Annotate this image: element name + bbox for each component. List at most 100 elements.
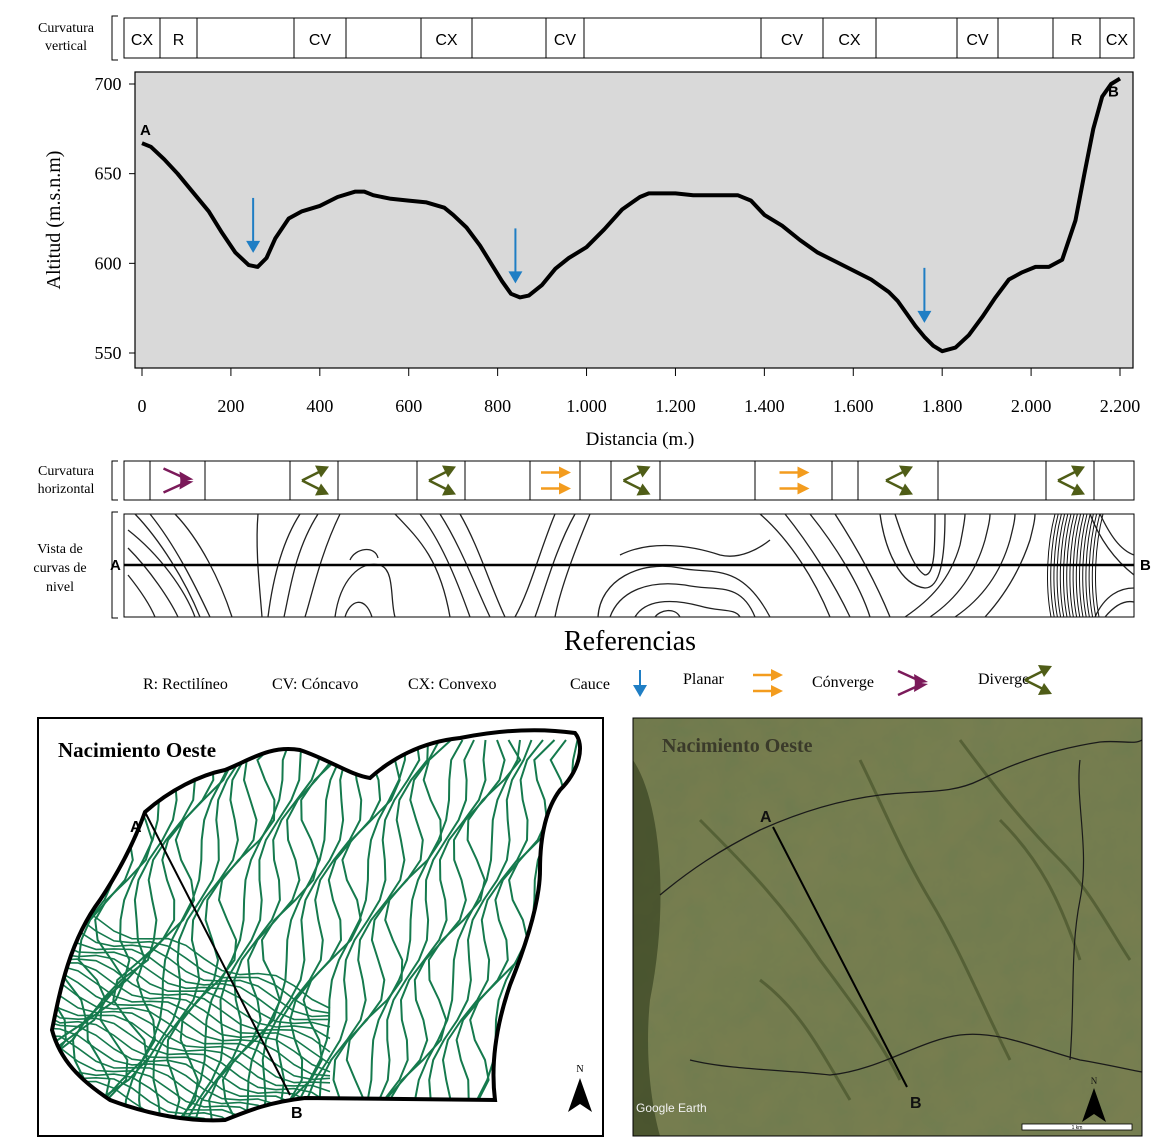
horizontal-curvature-cell: [204, 460, 291, 501]
diverge-arrows-icon: [1024, 665, 1052, 695]
planar-arrows-icon: [753, 669, 783, 697]
cauce-arrow-icon: [633, 670, 647, 697]
cauce-arrow-icon: [917, 267, 932, 323]
contour-strip: Vista de curvas de nivel: [33, 511, 1151, 619]
cauce-arrow-icon: [508, 228, 523, 284]
vertical-curvature-code: CV: [966, 32, 989, 49]
north-arrow-icon: [568, 1078, 592, 1112]
plot-area: [134, 71, 1134, 369]
horizontal-curvature-cell: [123, 460, 151, 501]
contour-strip-bracket: [111, 511, 118, 619]
horizontal-curvature-cell: [937, 460, 1047, 501]
horizontal-curvature-cell: [610, 460, 661, 501]
map-section-line: [144, 811, 291, 1096]
vertical-curvature-code: R: [1071, 32, 1083, 49]
contour-map: Nacimiento Oeste A B N: [37, 717, 604, 1137]
vertical-curvature-cell: [123, 17, 161, 59]
map-title: Nacimiento Oeste: [58, 738, 216, 762]
map-point-b: B: [291, 1105, 303, 1122]
vertical-curvature-code: CV: [781, 32, 804, 49]
planar-arrows-icon: [541, 466, 571, 495]
horizontal-curvature-cell: [337, 460, 418, 501]
legend-cauce: Cauce: [570, 676, 610, 693]
x-tick-label: 400: [306, 396, 333, 416]
contour-lines: [127, 513, 1135, 618]
planar-arrows-icon: [779, 466, 810, 495]
x-tick-label: 1.400: [744, 396, 785, 416]
references-legend: Referencias R: Rectilíneo CV: Cóncavo CX…: [143, 626, 1052, 697]
y-tick-label: 600: [95, 253, 122, 273]
x-tick-label: 1.800: [922, 396, 963, 416]
diverge-arrows-icon: [428, 465, 456, 496]
vertical-curvature-code: CX: [131, 32, 154, 49]
x-tick-label: 1.600: [833, 396, 874, 416]
vertical-curvature-strip: Curvatura vertical CX R CV CX CV CV CX CV R CX: [38, 15, 1135, 61]
vertical-curvature-cell: [956, 17, 999, 59]
y-tick-label: 700: [95, 74, 122, 94]
vertical-curvature-code: CV: [309, 32, 332, 49]
vertical-curvature-cell: [159, 17, 198, 59]
x-tick-label: 1.000: [566, 396, 607, 416]
x-axis-label: Distancia (m.): [586, 429, 695, 450]
satellite-point-a: A: [760, 809, 772, 826]
horizontal-strip-bracket: [111, 460, 118, 501]
y-axis-label: Altitud (m.s.n.m): [43, 151, 65, 290]
horizontal-curvature-strip: Curvatura horizontal: [38, 460, 1135, 501]
legend-planar: Planar: [683, 671, 725, 688]
legend-r: R: Rectilíneo: [143, 676, 228, 693]
horizontal-curvature-cell: [659, 460, 756, 501]
vertical-curvature-cell: [760, 17, 824, 59]
vertical-curvature-cell: [822, 17, 877, 59]
legend-converge: Cónverge: [812, 674, 874, 691]
satellite-north-arrow-icon: [1082, 1088, 1106, 1122]
profile-line: [141, 76, 1122, 354]
y-tick-label: 650: [95, 164, 122, 184]
legend-diverge: Diverge: [978, 671, 1029, 688]
contour-strip-label-2: curvas de: [33, 561, 86, 576]
satellite-map: Nacimiento Oeste A B Google Earth N 1 km: [632, 717, 1143, 1137]
horizontal-curvature-cell: [1093, 460, 1135, 501]
horizontal-curvature-cell: [857, 460, 939, 501]
vertical-curvature-cell: [583, 17, 762, 59]
vertical-curvature-cell: [1099, 17, 1135, 59]
vertical-curvature-code: CV: [554, 32, 577, 49]
contour-point-b: B: [1140, 557, 1151, 574]
north-label: N: [576, 1064, 583, 1075]
vertical-curvature-code: CX: [1106, 32, 1129, 49]
horizontal-curvature-cell: [289, 460, 339, 501]
vertical-strip-label-2: vertical: [45, 39, 87, 54]
vertical-curvature-cell: [545, 17, 585, 59]
legend-cx: CX: Convexo: [408, 676, 496, 693]
satellite-north-label: N: [1091, 1076, 1098, 1086]
legend-cv: CV: Cóncavo: [272, 676, 358, 693]
vertical-curvature-cell: [293, 17, 347, 59]
profile-chart: 550 600 650 700 0 200 400 600 800 1.000 1.200 1.40…: [43, 71, 1141, 450]
horizontal-curvature-cell: [579, 460, 612, 501]
catchment-outline-satellite: [659, 739, 1142, 1076]
horizontal-curvature-cell: [754, 460, 833, 501]
x-tick-label: 800: [484, 396, 511, 416]
diverge-arrows-icon: [622, 465, 651, 496]
x-tick-label: 600: [395, 396, 422, 416]
horizontal-strip-label-2: horizontal: [38, 482, 95, 497]
catchment-boundary: [49, 728, 582, 1123]
horizontal-curvature-cell: [149, 460, 206, 501]
horizontal-curvature-cell: [831, 460, 859, 501]
contour-strip-label-1: Vista de: [37, 542, 82, 557]
vertical-strip-bracket: [111, 15, 118, 61]
profile-point-b: B: [1108, 84, 1119, 101]
map-point-a: A: [130, 819, 142, 836]
horizontal-curvature-cell: [464, 460, 531, 501]
profile-point-a: A: [140, 122, 151, 139]
x-tick-label: 2.000: [1011, 396, 1052, 416]
horizontal-curvature-cell: [1045, 460, 1095, 501]
satellite-title: Nacimiento Oeste: [662, 735, 813, 757]
diverge-arrows-icon: [885, 465, 913, 496]
vertical-strip-label-1: Curvatura: [38, 21, 95, 36]
references-title: Referencias: [564, 626, 696, 657]
horizontal-curvature-cell: [416, 460, 466, 501]
vertical-curvature-cell: [196, 17, 295, 59]
x-tick-label: 2.200: [1100, 396, 1141, 416]
contour-point-a: A: [110, 557, 121, 574]
